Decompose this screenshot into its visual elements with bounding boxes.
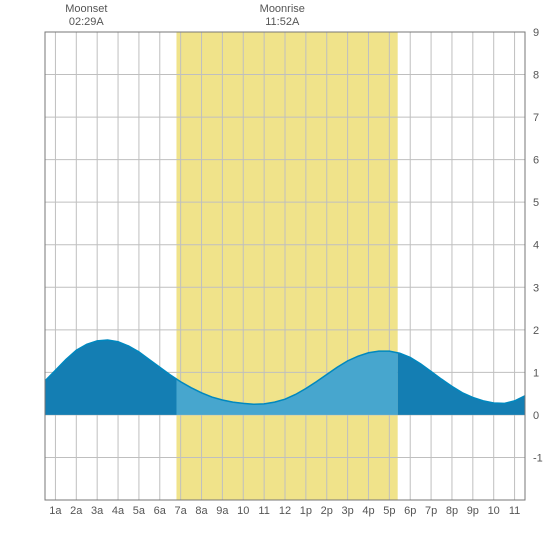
- x-tick-label: 9p: [467, 505, 479, 517]
- moonset-time: 02:29A: [69, 16, 105, 28]
- y-tick-label: -1: [533, 452, 543, 464]
- x-tick-label: 8p: [446, 505, 458, 517]
- x-tick-label: 5p: [383, 505, 395, 517]
- y-tick-label: 3: [533, 282, 539, 294]
- x-tick-label: 3p: [341, 505, 353, 517]
- y-tick-label: 7: [533, 112, 539, 124]
- y-tick-label: 2: [533, 325, 539, 337]
- x-tick-label: 7p: [425, 505, 437, 517]
- x-tick-label: 6a: [154, 505, 167, 517]
- y-tick-label: 6: [533, 155, 539, 167]
- x-tick-label: 2a: [70, 505, 83, 517]
- moonset-title: Moonset: [65, 3, 107, 15]
- x-tick-label: 4a: [112, 505, 125, 517]
- tide-chart: 1a2a3a4a5a6a7a8a9a1011121p2p3p4p5p6p7p8p…: [0, 0, 550, 550]
- x-tick-label: 10: [488, 505, 500, 517]
- y-tick-label: 8: [533, 70, 539, 82]
- chart-container: 1a2a3a4a5a6a7a8a9a1011121p2p3p4p5p6p7p8p…: [0, 0, 550, 550]
- x-tick-label: 10: [237, 505, 249, 517]
- moonrise-title: Moonrise: [260, 3, 305, 15]
- x-tick-label: 1a: [49, 505, 62, 517]
- y-tick-label: 1: [533, 367, 539, 379]
- x-tick-label: 1p: [300, 505, 312, 517]
- x-tick-label: 5a: [133, 505, 146, 517]
- x-tick-label: 8a: [195, 505, 208, 517]
- x-tick-label: 4p: [362, 505, 374, 517]
- x-tick-label: 11: [258, 505, 269, 517]
- y-tick-label: 4: [533, 240, 539, 252]
- y-tick-label: 0: [533, 410, 539, 422]
- x-tick-label: 3a: [91, 505, 104, 517]
- x-tick-label: 7a: [175, 505, 188, 517]
- x-tick-label: 12: [279, 505, 291, 517]
- x-tick-label: 2p: [321, 505, 333, 517]
- y-tick-label: 5: [533, 197, 539, 209]
- moonrise-time: 11:52A: [265, 16, 300, 28]
- x-tick-label: 9a: [216, 505, 229, 517]
- x-tick-label: 6p: [404, 505, 416, 517]
- y-tick-label: 9: [533, 27, 539, 39]
- daylight-band: [176, 32, 397, 500]
- x-tick-label: 11: [509, 505, 520, 517]
